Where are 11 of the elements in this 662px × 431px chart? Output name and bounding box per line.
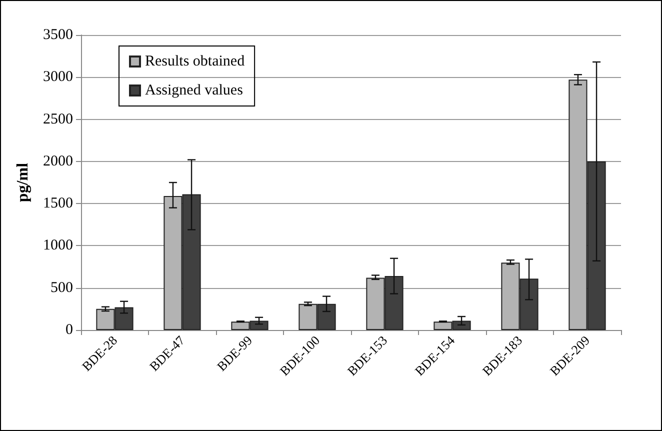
y-tick-label: 3500 xyxy=(43,27,73,43)
y-tick-label: 500 xyxy=(50,280,73,296)
y-tick-label: 3000 xyxy=(43,69,73,86)
y-tick-label: 1500 xyxy=(43,196,73,212)
legend-label: Assigned values xyxy=(145,82,244,98)
y-axis-title: pg/ml xyxy=(14,162,32,202)
y-tick-label: 1000 xyxy=(43,238,73,254)
y-tick-label: 2000 xyxy=(43,153,73,170)
legend-label: Results obtained xyxy=(145,54,246,70)
y-tick-label: 2500 xyxy=(43,111,73,128)
y-tick-label: 0 xyxy=(66,322,73,338)
